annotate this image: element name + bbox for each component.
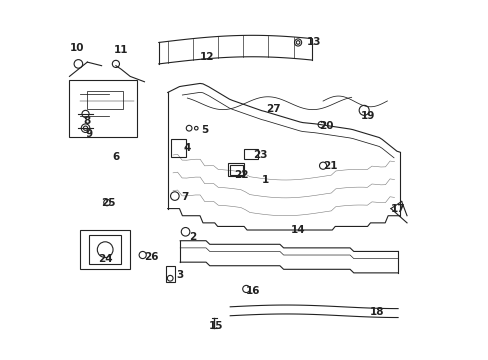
Text: 21: 21 [322, 161, 337, 171]
Text: 17: 17 [390, 203, 405, 213]
Text: 1: 1 [262, 175, 269, 185]
Bar [228, 163, 244, 176]
Text: 11: 11 [114, 45, 128, 55]
Text: 15: 15 [208, 321, 223, 332]
Text: 27: 27 [265, 104, 280, 113]
Text: 24: 24 [98, 253, 112, 264]
Text: 7: 7 [181, 192, 188, 202]
Bar [165, 266, 175, 282]
Text: 4: 4 [183, 143, 191, 153]
Bar [244, 149, 258, 159]
Bar [80, 230, 130, 269]
Text: 16: 16 [245, 286, 260, 296]
Bar [87, 91, 123, 109]
Text: 6: 6 [112, 152, 119, 162]
Bar [171, 139, 185, 157]
Text: 19: 19 [360, 111, 374, 121]
Text: 3: 3 [176, 270, 183, 280]
Text: 9: 9 [85, 129, 93, 139]
Text: 25: 25 [102, 198, 116, 208]
Text: 12: 12 [199, 52, 214, 62]
Text: 23: 23 [253, 150, 267, 160]
Text: 22: 22 [233, 170, 248, 180]
Bar [89, 235, 121, 264]
Text: 8: 8 [83, 116, 91, 126]
Text: 2: 2 [189, 232, 196, 242]
Text: 13: 13 [306, 37, 321, 48]
Text: 20: 20 [319, 121, 333, 131]
Bar [230, 165, 242, 175]
Text: 26: 26 [144, 252, 159, 262]
Text: 5: 5 [201, 125, 208, 135]
Text: 10: 10 [69, 43, 83, 53]
Text: 18: 18 [368, 307, 383, 317]
Bar [69, 80, 137, 137]
Text: 14: 14 [290, 225, 305, 235]
